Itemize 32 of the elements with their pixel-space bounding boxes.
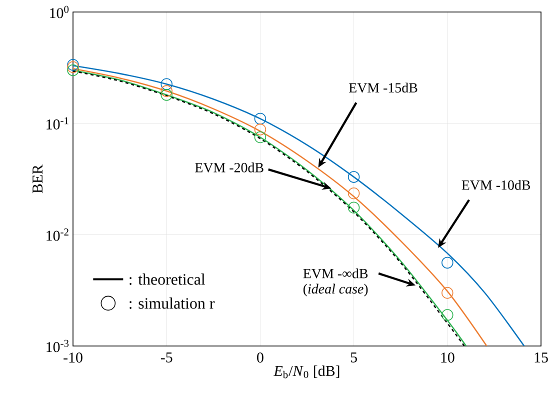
x-tick-label: -5 <box>160 352 172 362</box>
annotation: EVM -15dB <box>348 82 418 93</box>
point <box>442 256 454 269</box>
point <box>160 78 172 90</box>
point <box>254 131 266 144</box>
x-tick-label: 15 <box>534 352 548 363</box>
point <box>160 85 172 97</box>
y-tick-label: 10$^{-1}$ <box>46 117 68 130</box>
y-axis-title: BER <box>32 164 42 194</box>
y-tick-label: 10$^{-3}$ <box>46 340 69 352</box>
annotation: EVM -20dB <box>195 162 264 172</box>
point <box>442 287 454 299</box>
annotation: EVM -∞dB <box>303 268 368 278</box>
x-tick-label: 0 <box>257 352 264 363</box>
x-tick-label: -10 <box>64 352 82 363</box>
x-tick-label: 5 <box>350 352 357 362</box>
point <box>160 89 172 101</box>
point <box>67 64 79 76</box>
point <box>254 124 266 136</box>
y-tick-label: 10$^{0}$ <box>50 6 69 18</box>
point <box>348 187 360 200</box>
annotation: (ideal case) <box>303 284 368 296</box>
x-axis-title: E$_{b}$/N$_{0}$ [dB] <box>274 365 340 378</box>
annotation: : theoretical <box>130 274 206 285</box>
point <box>254 112 266 125</box>
annotation: EVM -10dB <box>462 180 530 190</box>
x-tick-label: 10 <box>441 352 454 363</box>
y-tick-label: 10$^{-2}$ <box>46 228 68 241</box>
point <box>348 171 360 183</box>
point <box>442 309 454 321</box>
annotation: : simulation r <box>130 298 215 309</box>
point <box>348 202 360 214</box>
